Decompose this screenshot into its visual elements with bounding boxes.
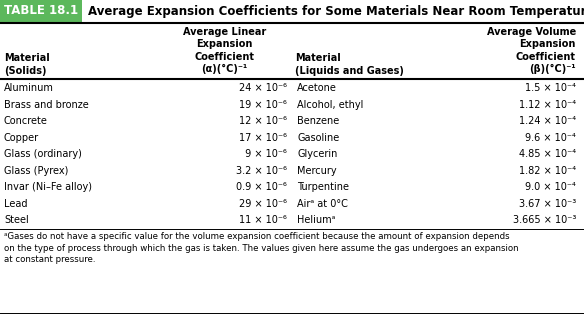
Text: TABLE 18.1: TABLE 18.1: [4, 4, 78, 18]
Text: Acetone: Acetone: [297, 83, 337, 93]
Text: Average Linear
Expansion
Coefficient
(α)(°C)⁻¹: Average Linear Expansion Coefficient (α)…: [183, 27, 266, 74]
Text: Glycerin: Glycerin: [297, 149, 338, 159]
Bar: [0, 0, 82, 22]
Text: 1.24 × 10⁻⁴: 1.24 × 10⁻⁴: [519, 116, 576, 126]
Text: 3.67 × 10⁻³: 3.67 × 10⁻³: [519, 199, 576, 209]
Text: 11 × 10⁻⁶: 11 × 10⁻⁶: [239, 215, 287, 225]
Text: 1.82 × 10⁻⁴: 1.82 × 10⁻⁴: [519, 166, 576, 176]
Text: Brass and bronze: Brass and bronze: [4, 100, 89, 110]
Text: Copper: Copper: [4, 133, 39, 143]
Text: Invar (Ni–Fe alloy): Invar (Ni–Fe alloy): [4, 182, 92, 192]
Text: Lead: Lead: [4, 199, 27, 209]
Text: Heliumᵃ: Heliumᵃ: [297, 215, 335, 225]
Text: Gasoline: Gasoline: [297, 133, 339, 143]
Text: Aluminum: Aluminum: [4, 83, 54, 93]
Text: Alcohol, ethyl: Alcohol, ethyl: [297, 100, 363, 110]
Text: Benzene: Benzene: [297, 116, 339, 126]
Text: Turpentine: Turpentine: [297, 182, 349, 192]
Text: Average Expansion Coefficients for Some Materials Near Room Temperature: Average Expansion Coefficients for Some …: [88, 4, 584, 18]
Text: Concrete: Concrete: [4, 116, 48, 126]
Text: 24 × 10⁻⁶: 24 × 10⁻⁶: [239, 83, 287, 93]
Text: 0.9 × 10⁻⁶: 0.9 × 10⁻⁶: [236, 182, 287, 192]
Text: 9.6 × 10⁻⁴: 9.6 × 10⁻⁴: [525, 133, 576, 143]
Text: 3.2 × 10⁻⁶: 3.2 × 10⁻⁶: [236, 166, 287, 176]
Text: 4.85 × 10⁻⁴: 4.85 × 10⁻⁴: [519, 149, 576, 159]
Text: 19 × 10⁻⁶: 19 × 10⁻⁶: [239, 100, 287, 110]
Text: Airᵃ at 0°C: Airᵃ at 0°C: [297, 199, 348, 209]
Text: Average Volume
Expansion
Coefficient
(β)(°C)⁻¹: Average Volume Expansion Coefficient (β)…: [486, 27, 576, 74]
Text: 1.5 × 10⁻⁴: 1.5 × 10⁻⁴: [525, 83, 576, 93]
Text: 3.665 × 10⁻³: 3.665 × 10⁻³: [513, 215, 576, 225]
Text: 12 × 10⁻⁶: 12 × 10⁻⁶: [239, 116, 287, 126]
Text: 9.0 × 10⁻⁴: 9.0 × 10⁻⁴: [525, 182, 576, 192]
Text: ᵃGases do not have a specific value for the volume expansion coefficient because: ᵃGases do not have a specific value for …: [4, 232, 519, 264]
Text: Material
(Liquids and Gases): Material (Liquids and Gases): [295, 53, 404, 76]
Text: Glass (Pyrex): Glass (Pyrex): [4, 166, 68, 176]
Text: 17 × 10⁻⁶: 17 × 10⁻⁶: [239, 133, 287, 143]
Text: Mercury: Mercury: [297, 166, 336, 176]
Text: Glass (ordinary): Glass (ordinary): [4, 149, 82, 159]
Text: 1.12 × 10⁻⁴: 1.12 × 10⁻⁴: [519, 100, 576, 110]
Text: Steel: Steel: [4, 215, 29, 225]
Text: Material
(Solids): Material (Solids): [4, 53, 50, 76]
Text: 9 × 10⁻⁶: 9 × 10⁻⁶: [242, 149, 287, 159]
Text: 29 × 10⁻⁶: 29 × 10⁻⁶: [239, 199, 287, 209]
